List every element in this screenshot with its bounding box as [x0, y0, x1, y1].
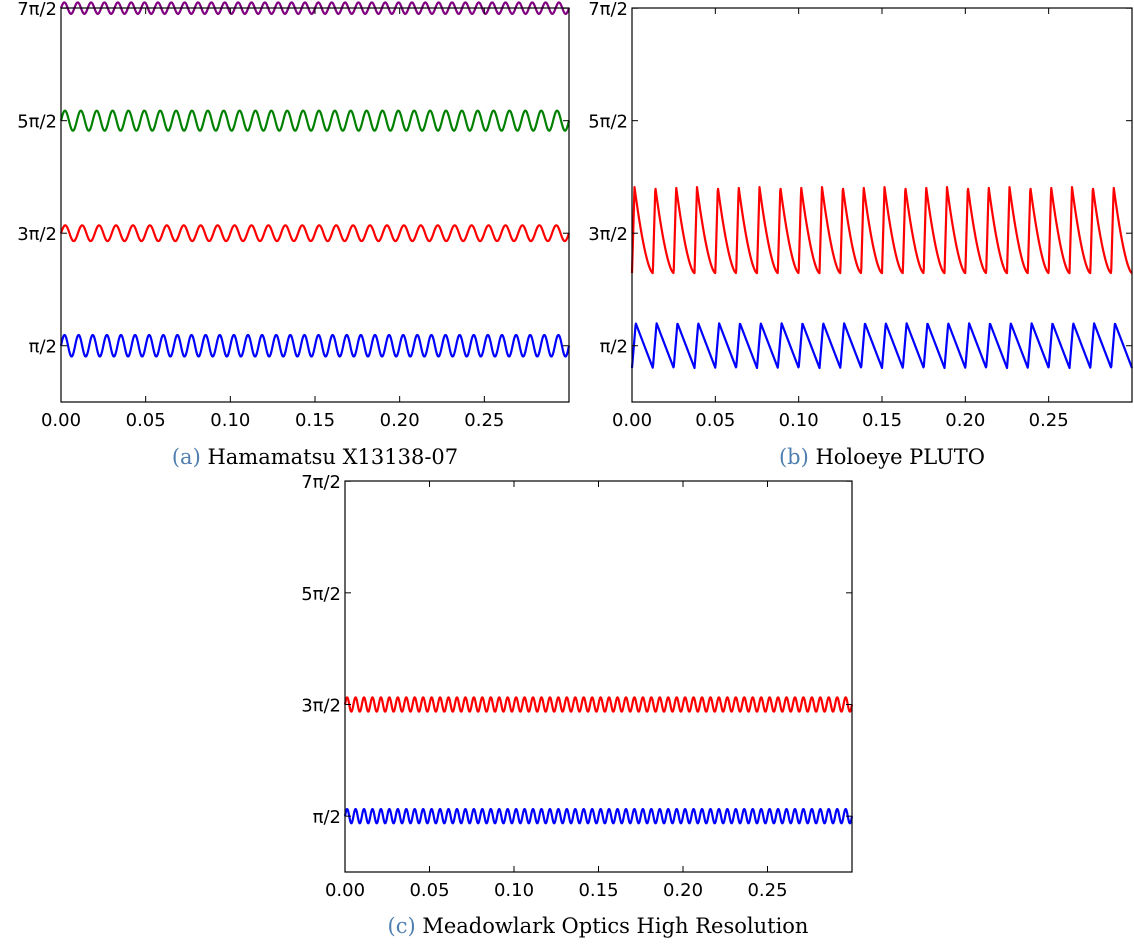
x-tick-label: 0.00 [41, 410, 81, 431]
x-tick-label: 0.25 [1029, 410, 1069, 431]
y-tick-label: π/2 [600, 337, 628, 358]
plot-frame [631, 7, 1133, 403]
y-tick-label: 3π/2 [17, 224, 57, 245]
y-tick-label: 3π/2 [588, 224, 628, 245]
panel-caption: (b) Holoeye PLUTO [779, 445, 985, 469]
chart-panel-1: 0.00 0.05 0.10 0.15 0.20 0.25 π/2 3π/2 5π/2 7π/2 (… [17, 0, 571, 469]
x-tick-label: 0.10 [779, 410, 819, 431]
x-tick-label: 0.05 [695, 410, 735, 431]
x-tick-label: 0.05 [409, 880, 449, 901]
x-tick-label: 0.20 [945, 410, 985, 431]
series-line-1 [343, 807, 854, 825]
series-line-2 [343, 696, 854, 713]
x-tick-label: 0.10 [494, 880, 534, 901]
x-tick-label: 0.20 [380, 410, 420, 431]
x-tick-label: 0.25 [464, 410, 504, 431]
series-line-1 [630, 322, 1134, 370]
y-tick-label: 5π/2 [301, 584, 341, 605]
caption-text: Holoeye PLUTO [815, 445, 985, 469]
x-tick-label: 0.15 [578, 880, 618, 901]
caption-tag: (b) [779, 445, 816, 469]
series-line-1 [59, 333, 571, 358]
y-tick-label: 3π/2 [301, 695, 341, 716]
x-tick-label: 0.10 [210, 410, 250, 431]
x-tick-label: 0.25 [747, 880, 787, 901]
series-line-2 [630, 185, 1133, 275]
x-tick-label: 0.15 [862, 410, 902, 431]
y-tick-label: 5π/2 [588, 112, 628, 133]
chart-panel-2: 0.00 0.05 0.10 0.15 0.20 0.25 π/2 3π/2 5π/2 7π/2 (… [588, 0, 1134, 469]
panel-caption: (c) Meadowlark Optics High Resolution [388, 914, 809, 938]
caption-tag: (a) [172, 445, 208, 469]
chart-panel-3: 0.00 0.05 0.10 0.15 0.20 0.25 π/2 3π/2 5π/2 7π/2 (… [301, 472, 854, 938]
panel-caption: (a) Hamamatsu X13138-07 [172, 445, 458, 469]
caption-text: Meadowlark Optics High Resolution [422, 914, 808, 938]
y-tick-label: π/2 [29, 337, 57, 358]
series-line-2 [59, 224, 571, 243]
y-tick-label: 5π/2 [17, 112, 57, 133]
x-tick-label: 0.05 [126, 410, 166, 431]
y-tick-label: 7π/2 [17, 0, 57, 20]
caption-text: Hamamatsu X13138-07 [207, 445, 458, 469]
x-tick-label: 0.20 [663, 880, 703, 901]
x-tick-label: 0.00 [325, 880, 365, 901]
x-tick-label: 0.15 [295, 410, 335, 431]
caption-tag: (c) [388, 914, 423, 938]
y-tick-label: π/2 [313, 807, 341, 828]
x-tick-label: 0.00 [612, 410, 652, 431]
y-tick-label: 7π/2 [588, 0, 628, 20]
y-tick-label: 7π/2 [301, 472, 341, 493]
series-line-3 [59, 109, 571, 132]
